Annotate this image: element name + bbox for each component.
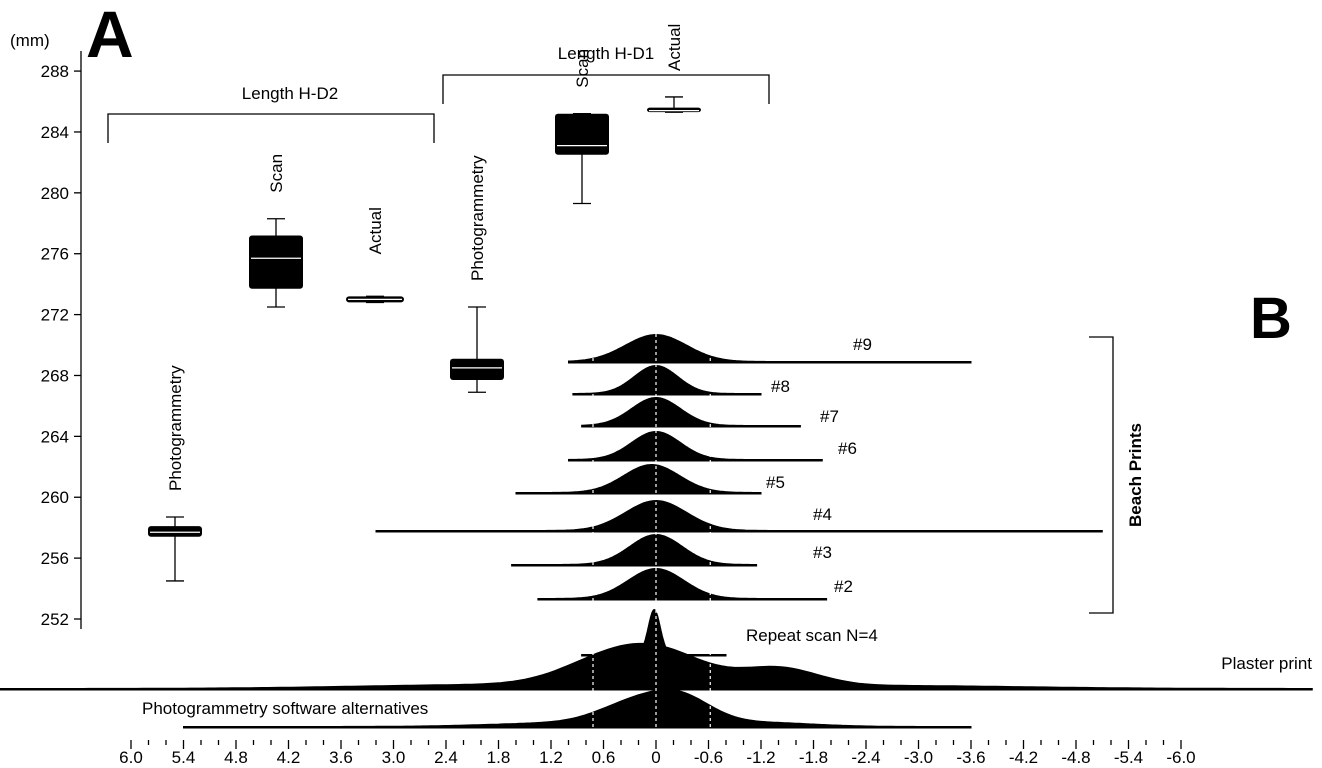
panel-label-b: B [1250, 286, 1292, 351]
x-tick-label: -5.4 [1114, 748, 1143, 767]
ridge-label: Photogrammetry software alternatives [142, 699, 428, 718]
group-brackets: Length H-D2 Length H-D1 [107, 44, 770, 143]
y-axis-ticks: 252 256 260 264 268 272 276 280 284 288 [41, 62, 81, 629]
x-tick-label: 6.0 [119, 748, 143, 767]
y-tick-label: 276 [41, 245, 69, 264]
box-plot-photogrammetry: Photogrammetry [450, 155, 504, 393]
y-tick-label: 284 [41, 123, 69, 142]
box-plot-actual: Actual [647, 24, 701, 113]
y-tick-label: 252 [41, 610, 69, 629]
box-iqr [555, 113, 609, 155]
x-tick-label: -2.4 [851, 748, 880, 767]
box-plot-photogrammetry: Photogrammetry [148, 365, 202, 582]
box-label: Actual [665, 24, 684, 71]
beach-prints-bracket: Beach Prints [1089, 336, 1145, 614]
x-tick-label: -4.2 [1009, 748, 1038, 767]
x-tick-label: 0.6 [592, 748, 616, 767]
x-tick-label: -0.6 [694, 748, 723, 767]
y-tick-label: 272 [41, 306, 69, 325]
box-label: Photogrammetry [166, 365, 185, 491]
y-tick-label: 280 [41, 184, 69, 203]
panel-b-distributions: B #9 #8 #7 #6 #5 #4 #3#2 Repeat scan N=4 Plaster… [0, 286, 1313, 767]
x-tick-label: 1.8 [487, 748, 511, 767]
box-plot-actual: Actual [346, 207, 404, 304]
box-plot-scan: Scan [555, 49, 609, 205]
box-label: Scan [267, 154, 286, 193]
group-bracket [442, 74, 770, 104]
ridge-label: #8 [771, 377, 790, 396]
x-tick-label: -1.8 [799, 748, 828, 767]
x-tick-label: 5.4 [172, 748, 196, 767]
box-label: Scan [573, 49, 592, 88]
group-bracket [107, 113, 435, 143]
ridge-label: #9 [853, 335, 872, 354]
ridge-labels: #9 #8 #7 #6 #5 #4 #3#2 Repeat scan N=4 Plaster p… [142, 335, 1312, 718]
x-tick-label: 2.4 [434, 748, 458, 767]
ridge-label: #7 [820, 407, 839, 426]
density-ridge-10 [183, 688, 972, 729]
density-ridge-1 [572, 365, 762, 396]
y-tick-label: 288 [41, 62, 69, 81]
x-tick-label: -4.8 [1061, 748, 1090, 767]
group-label: Length H-D1 [558, 44, 654, 63]
x-tick-label: 4.8 [224, 748, 248, 767]
beach-prints-label: Beach Prints [1126, 423, 1145, 527]
ridge-label: #6 [838, 439, 857, 458]
box-iqr [647, 107, 701, 113]
density-ridge-0 [568, 334, 972, 364]
panel-label-a: A [86, 0, 134, 71]
ridge-label: #2 [834, 577, 853, 596]
density-ridge-7 [537, 568, 828, 601]
y-tick-label: 260 [41, 488, 69, 507]
density-ridge-2 [581, 397, 801, 428]
box-label: Actual [366, 207, 385, 254]
box-plots: Photogrammetry Scan Actual Photogrammetry Sc… [148, 24, 701, 582]
x-tick-label: 0 [651, 748, 660, 767]
x-tick-label: -6.0 [1166, 748, 1195, 767]
y-tick-label: 264 [41, 427, 69, 446]
x-axis: 6.0 5.4 4.8 4.2 3.6 3.0 2.4 1.8 1.2 0.6 0 -0.6 -1.2 -… [119, 740, 1196, 767]
x-tick-label: -3.0 [904, 748, 933, 767]
ridge-label: Repeat scan N=4 [746, 626, 878, 645]
density-ridge-6 [511, 534, 758, 567]
box-label: Photogrammetry [468, 155, 487, 281]
density-ridge-4 [515, 464, 762, 495]
y-axis-unit-label: (mm) [10, 31, 50, 50]
panel-a-boxplot: A (mm) 252 256 260 264 268 272 276 280 284 288 Le… [10, 0, 770, 629]
ridge-label: #3 [813, 543, 832, 562]
ridge-label: #4 [813, 505, 832, 524]
x-tick-label: -3.6 [956, 748, 985, 767]
x-tick-label: 1.2 [539, 748, 563, 767]
ridge-label: Plaster print [1221, 654, 1312, 673]
box-iqr [249, 235, 303, 289]
group-label: Length H-D2 [242, 84, 338, 103]
box-plot-scan: Scan [249, 154, 303, 308]
box-iqr [148, 526, 202, 537]
x-tick-label: 4.2 [277, 748, 301, 767]
density-ridge-5 [375, 499, 1103, 533]
y-tick-label: 256 [41, 549, 69, 568]
x-tick-label: 3.6 [329, 748, 353, 767]
box-iqr [450, 358, 504, 381]
x-tick-label: 3.0 [382, 748, 406, 767]
x-tick-label: -1.2 [746, 748, 775, 767]
density-ridge-3 [568, 431, 823, 462]
y-tick-label: 268 [41, 366, 69, 385]
ridge-label: #5 [766, 473, 785, 492]
beach-prints-bracket-line [1089, 336, 1114, 614]
